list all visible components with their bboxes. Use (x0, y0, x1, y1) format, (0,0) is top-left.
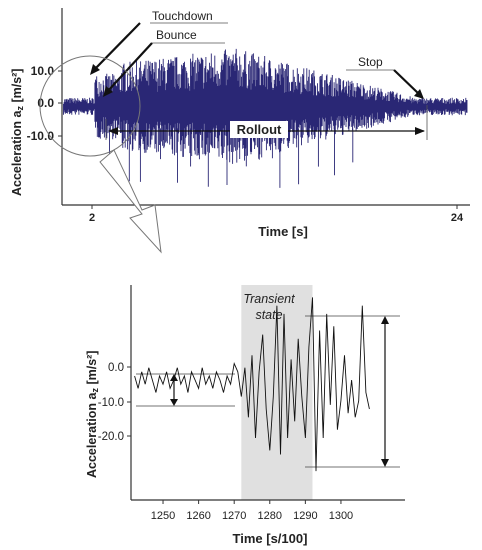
bottom-x-tick-label: 1300 (329, 510, 353, 522)
top-chart: 10.0 0.0 -10.0 2 24 Time [s] Acceleratio… (10, 8, 470, 254)
bounce-label: Bounce (156, 28, 197, 42)
rollout-arrow-left (108, 127, 118, 135)
transient-label-line1: Transient (243, 292, 295, 306)
bottom-x-tick-label: 1280 (258, 510, 282, 522)
top-y-axis-label: Acceleration az [m/s²] (10, 69, 25, 196)
touchdown-arrowhead (90, 64, 100, 75)
top-signal (63, 48, 468, 188)
touchdown-arrow (92, 22, 141, 72)
amplitude-arrowhead-up (381, 316, 389, 324)
bottom-chart: Transient state 1250 1260 1270 1280 1290 1300… (85, 285, 405, 546)
bottom-x-axis-label: Time [s/100] (233, 531, 308, 546)
bottom-x-tick-label: 1270 (222, 510, 246, 522)
bottom-signal-line (134, 297, 370, 472)
top-x-tick-label: 2 (89, 212, 95, 224)
bottom-x-tick-label: 1260 (186, 510, 210, 522)
bottom-y-tick-label: 0.0 (108, 362, 124, 374)
bottom-x-tick-label: 1290 (293, 510, 317, 522)
top-x-axis-label: Time [s] (258, 224, 308, 239)
rollout-label: Rollout (237, 122, 282, 137)
top-signal-trace (63, 48, 468, 164)
steady-band-arrowhead-down (170, 399, 178, 406)
stop-arrowhead (414, 89, 424, 99)
bottom-x-tick-label: 1250 (151, 510, 175, 522)
rollout-arrow-right (415, 127, 425, 135)
top-y-tick-label: 0.0 (37, 96, 54, 110)
bounce-arrow (105, 42, 153, 94)
amplitude-arrowhead-down (381, 459, 389, 467)
zoom-callout-arrow (99, 149, 162, 254)
bottom-y-tick-label: -20.0 (98, 431, 124, 443)
rollout-label-bg (230, 121, 288, 138)
transient-label-line2: state (255, 308, 282, 322)
bottom-y-axis-label: Acceleration az [m/s²] (85, 351, 100, 478)
bottom-y-tick-label: -10.0 (98, 397, 124, 409)
touchdown-label: Touchdown (152, 9, 213, 23)
zoom-circle (39, 55, 141, 157)
bottom-x-ticks: 1250 1260 1270 1280 1290 1300 (151, 500, 353, 522)
top-x-tick-label: 24 (451, 212, 464, 224)
bounce-arrowhead (103, 86, 113, 97)
top-signal-spikes (109, 128, 354, 188)
stop-label: Stop (358, 55, 383, 69)
stop-arrow (393, 69, 421, 96)
top-y-tick-label: 10.0 (31, 64, 55, 78)
